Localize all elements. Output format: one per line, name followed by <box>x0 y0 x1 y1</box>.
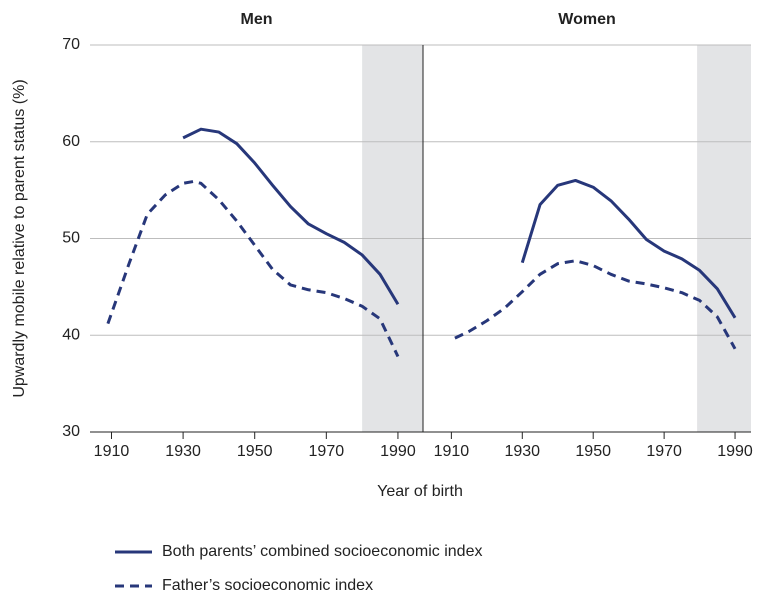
legend-label: Both parents’ combined socioeconomic ind… <box>162 543 482 560</box>
x-tick-label: 1950 <box>237 443 273 460</box>
panel-title: Men <box>241 11 273 28</box>
line-series <box>106 179 400 358</box>
x-tick-label: 1990 <box>380 443 416 460</box>
line-series <box>520 178 737 319</box>
x-tick-label: 1930 <box>165 443 201 460</box>
x-tick-label: 1930 <box>504 443 540 460</box>
y-tick-label: 60 <box>62 133 80 150</box>
x-axis-label: Year of birth <box>377 483 463 500</box>
x-tick-label: 1910 <box>94 443 130 460</box>
x-tick-label: 1970 <box>646 443 682 460</box>
y-tick-label: 40 <box>62 326 80 343</box>
y-tick-label: 70 <box>62 36 80 53</box>
legend-label: Father’s socioeconomic index <box>162 577 373 594</box>
x-tick-label: 1950 <box>575 443 611 460</box>
x-tick-label: 1990 <box>717 443 753 460</box>
x-tick-label: 1910 <box>434 443 470 460</box>
x-tick-label: 1970 <box>309 443 345 460</box>
line-series <box>454 259 737 350</box>
y-tick-label: 30 <box>62 423 80 440</box>
y-tick-label: 50 <box>62 230 80 247</box>
line-series <box>182 127 400 306</box>
panel-title: Women <box>558 11 615 28</box>
y-axis-label: Upwardly mobile relative to parent statu… <box>11 79 28 397</box>
